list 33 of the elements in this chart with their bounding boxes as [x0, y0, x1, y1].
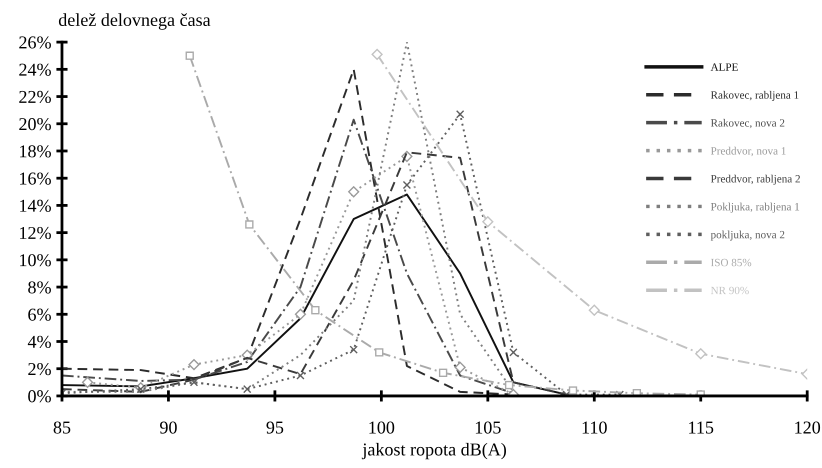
x-tick-label: 105: [476, 421, 501, 434]
y-tick-label: 18%: [20, 145, 51, 158]
text: Rakovec, rabljena 1: [710, 90, 798, 102]
y-tick-label: 14%: [20, 200, 51, 212]
x-tick-label: 110: [582, 421, 607, 434]
y-tick-label: 12%: [20, 226, 51, 240]
y-tick-label: 20%: [19, 118, 51, 130]
text: Pokljuka, rabljena 1: [710, 202, 800, 213]
text: Preddvor, nova 1: [710, 146, 786, 156]
x-tick-label: 115: [689, 422, 714, 434]
text: pokljuka, nova 2: [710, 230, 784, 241]
x-tick-label: 85: [54, 421, 70, 434]
text: Rakovec, nova 2: [710, 118, 784, 128]
y-tick-label: 22%: [19, 90, 51, 104]
text: ISO 85%: [710, 258, 752, 266]
y-axis-title: delež delovnega časa: [58, 13, 210, 30]
x-axis-title: jakost ropota dB(A): [362, 442, 506, 460]
x-tick-label: 120: [795, 421, 820, 434]
y-tick-label: 4%: [28, 336, 51, 348]
text: Preddvor, rabljena 2: [710, 174, 800, 185]
x-tick-label: 95: [266, 422, 284, 434]
y-tick-label: 8%: [28, 281, 51, 294]
y-tick-label: 26%: [19, 36, 51, 49]
text: NR 90%: [710, 286, 749, 294]
x-tick-label: 90: [160, 421, 177, 434]
y-tick-label: 10%: [20, 254, 51, 266]
y-tick-label: 24%: [19, 64, 51, 76]
y-tick-label: 6%: [28, 308, 51, 321]
x-tick-label: 100: [369, 421, 394, 434]
text: ALPE: [710, 63, 738, 71]
y-tick-label: 2%: [28, 362, 51, 376]
y-tick-label: 0%: [28, 390, 51, 402]
y-tick-label: 16%: [20, 172, 51, 185]
